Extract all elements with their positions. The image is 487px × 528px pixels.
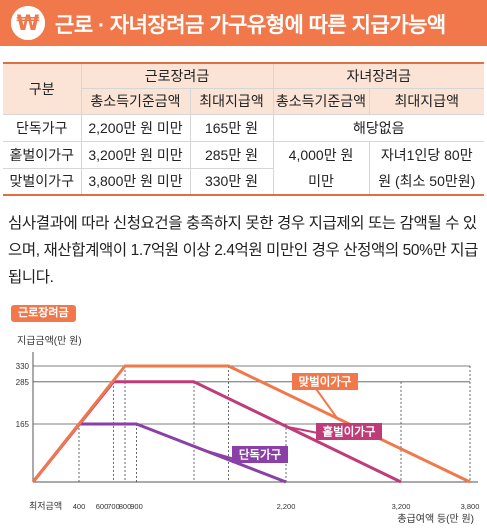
chart-tag: 근로장려금 (11, 305, 76, 322)
callout-pointer (313, 385, 338, 419)
eitc-max: 285만 원 (189, 140, 274, 169)
series-label-box (316, 423, 382, 440)
household-type: 홑벌이가구 (3, 140, 82, 169)
sub-header: 총소득기준금액 (81, 87, 191, 115)
eitc-max: 330만 원 (189, 167, 273, 196)
x-tick-label: 2,200 (277, 502, 296, 511)
won-coin-icon: ₩ (11, 6, 45, 40)
benefit-table: 구분 근로장려금 자녀장려금 총소득기준금액 최대지급액 총소득기준금액 최대지… (3, 62, 484, 196)
ctc-not-applicable: 해당없음 (272, 113, 484, 142)
sub-header: 총소득기준금액 (272, 87, 370, 115)
page-title: 근로 · 자녀장려금 가구유형에 따른 지급가능액 (55, 14, 446, 37)
y-tick-label: 165 (16, 420, 30, 429)
header-bar: ₩ 근로 · 자녀장려금 가구유형에 따른 지급가능액 (0, 0, 487, 46)
x-axis-label: 총급여액 등(만 원) (397, 513, 474, 525)
x-tick-label: 800 (119, 502, 132, 511)
x-tick-label: 3,800 (461, 502, 480, 511)
x-tick-label: 400 (73, 502, 86, 511)
series-label-box (232, 446, 288, 463)
y-tick-label: 330 (16, 362, 30, 371)
sub-header: 최대지급액 (189, 87, 274, 115)
x-tick-label: 900 (130, 502, 143, 511)
ctc-income: 4,000만 원 미만 (272, 140, 370, 196)
household-type: 단독가구 (3, 113, 82, 142)
x-tick-label: 700 (107, 502, 120, 511)
table-row: 홑벌이가구 3,200만 원 미만 285만 원 4,000만 원 미만 자녀1… (3, 140, 484, 196)
series-label-box (292, 373, 358, 390)
series-label: 맞벌이가구 (299, 375, 352, 389)
eitc-max: 165만 원 (189, 113, 274, 142)
eitc-income: 3,800만 원 미만 (80, 167, 191, 196)
y-axis-label: 지급금액(만 원) (17, 335, 82, 347)
ctc-header: 자녀장려금 (272, 62, 484, 89)
sub-header: 최대지급액 (368, 87, 484, 115)
x-tick-label: 600 (96, 502, 109, 511)
col-group-header: 구분 (3, 62, 82, 115)
svg-text:₩: ₩ (16, 11, 39, 35)
x-origin-label: 최저금액 (29, 500, 62, 511)
series-label: 홑벌이가구 (323, 425, 376, 439)
series-label: 단독가구 (239, 448, 282, 462)
table-row: 맞벌이가구 3,800만 원 미만 330만 원 (3, 167, 484, 196)
household-type: 맞벌이가구 (3, 167, 82, 196)
eitc-income: 2,200만 원 미만 (80, 113, 191, 142)
ctc-max: 자녀1인당 80만원 (최소 50만원) (368, 140, 484, 196)
eitc-income: 3,200만 원 미만 (80, 140, 191, 169)
y-tick-label: 285 (16, 378, 30, 387)
x-tick-label: 3,200 (392, 502, 411, 511)
eligibility-note: 심사결과에 따라 신청요건을 충족하지 못한 경우 지급제외 또는 감액될 수 … (8, 215, 478, 286)
eitc-header: 근로장려금 (80, 62, 274, 89)
table-row: 단독가구 2,200만 원 미만 165만 원 해당없음 (3, 113, 484, 142)
